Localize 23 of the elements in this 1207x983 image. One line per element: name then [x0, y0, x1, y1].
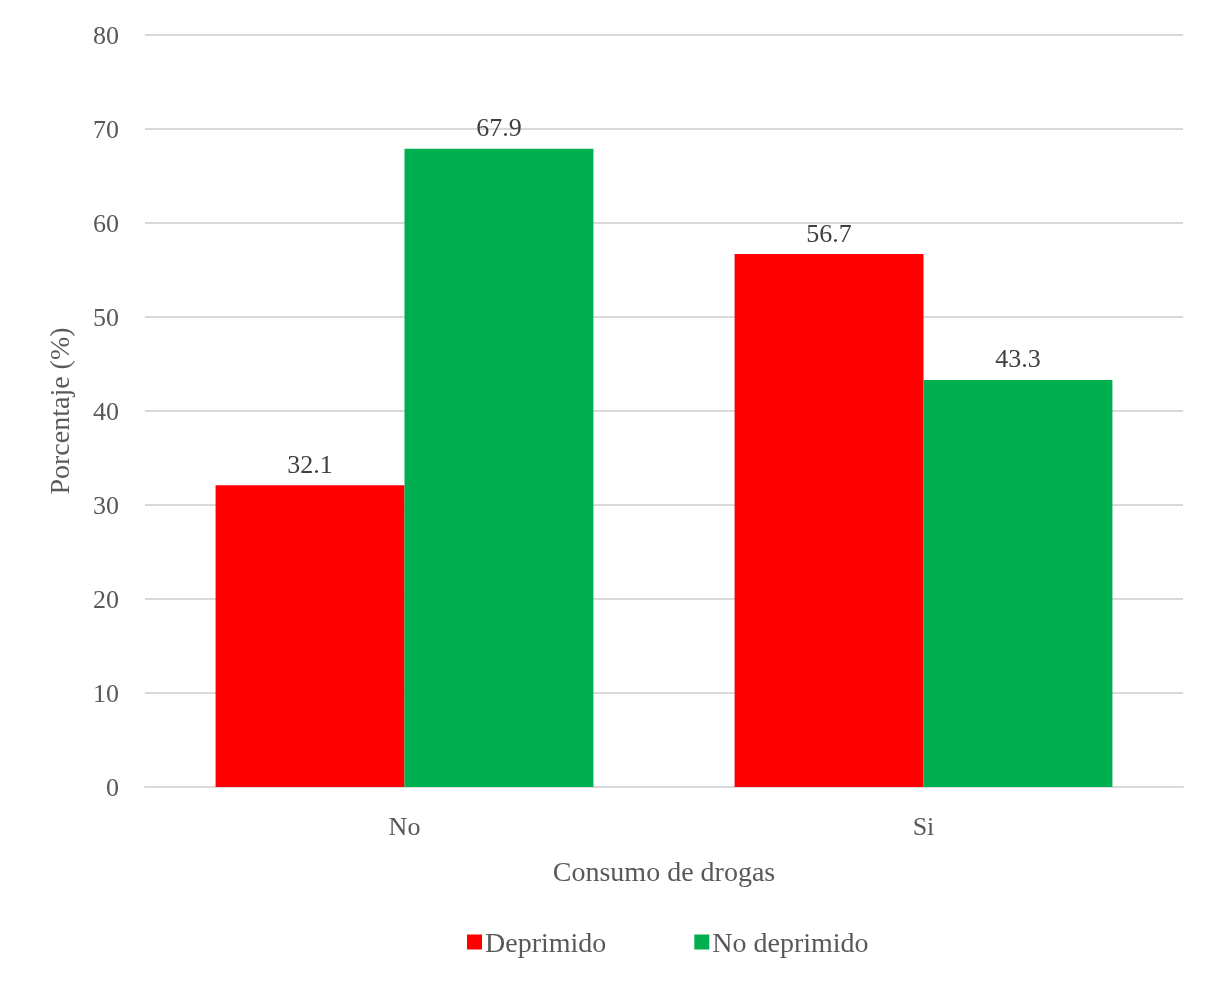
x-tick-label: Si — [912, 811, 935, 841]
data-label: 43.3 — [995, 344, 1041, 374]
y-tick-label: 60 — [93, 208, 119, 238]
bar — [215, 485, 405, 787]
y-tick-label: 30 — [93, 490, 119, 520]
bar — [734, 254, 924, 787]
legend-label: Deprimido — [485, 926, 607, 958]
y-tick-label: 70 — [93, 114, 119, 144]
x-tick-label: No — [388, 811, 421, 841]
y-tick-label: 40 — [93, 396, 119, 426]
legend-label: No deprimido — [712, 926, 869, 958]
y-tick-label: 80 — [93, 20, 119, 50]
y-axis-title: Porcentaje (%) — [43, 327, 75, 495]
data-label: 32.1 — [287, 449, 333, 479]
x-axis-title: Consumo de drogas — [552, 855, 776, 887]
bar — [923, 379, 1113, 787]
y-tick-label: 0 — [106, 772, 119, 802]
bar — [404, 148, 594, 787]
y-tick-label: 50 — [93, 302, 119, 332]
data-label: 56.7 — [806, 218, 852, 248]
y-tick-label: 10 — [93, 678, 119, 708]
y-tick-label: 20 — [93, 584, 119, 614]
data-label: 67.9 — [476, 113, 522, 143]
